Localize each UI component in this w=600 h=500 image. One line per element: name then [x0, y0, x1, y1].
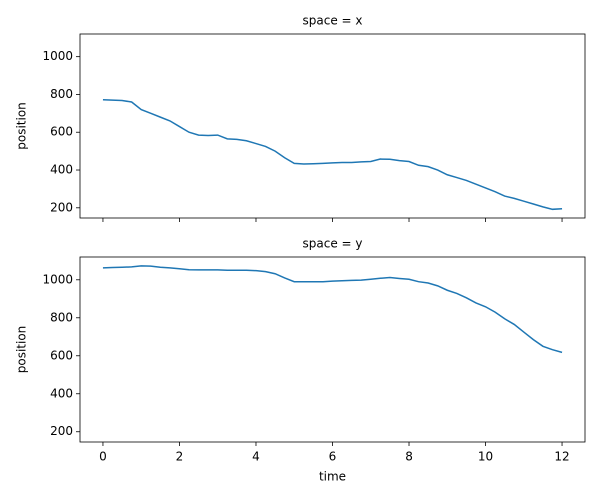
y-tick-label: 200 — [50, 200, 73, 214]
x-axis-label: time — [319, 470, 346, 484]
x-tick-label: 12 — [554, 450, 569, 464]
y-tick-label: 1000 — [42, 49, 73, 63]
y-tick-label: 800 — [50, 310, 73, 324]
y-axis-label: position — [15, 102, 29, 150]
x-tick-label: 0 — [99, 450, 107, 464]
axes-frame — [79, 33, 586, 219]
panel-title: space = y — [303, 237, 363, 251]
line — [102, 98, 563, 211]
y-tick-label: 600 — [50, 125, 73, 139]
y-tick-label: 400 — [50, 163, 73, 177]
x-tick-label: 2 — [176, 450, 184, 464]
panel-title: space = x — [303, 14, 363, 28]
x-tick-label: 6 — [329, 450, 337, 464]
y-axis-label: position — [15, 326, 29, 374]
y-tick-label: 800 — [50, 87, 73, 101]
line — [102, 265, 563, 354]
y-tick-label: 1000 — [42, 272, 73, 286]
axes-frame — [79, 256, 586, 443]
y-tick-label: 600 — [50, 348, 73, 362]
x-tick-label: 4 — [252, 450, 260, 464]
y-tick-label: 400 — [50, 386, 73, 400]
y-tick-label: 200 — [50, 424, 73, 438]
x-tick-label: 10 — [478, 450, 493, 464]
x-tick-label: 8 — [405, 450, 413, 464]
